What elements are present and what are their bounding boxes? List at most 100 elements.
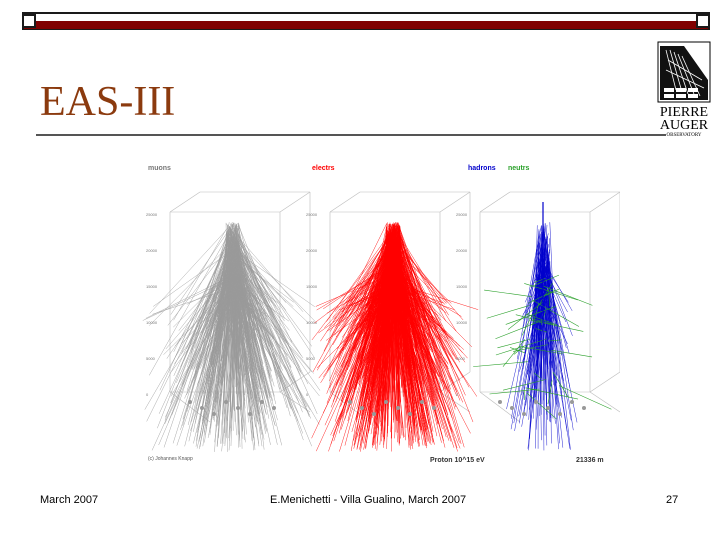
ground-detector-dot: [272, 406, 276, 410]
particle-track: [182, 229, 234, 426]
particle-track-neutral: [530, 319, 584, 332]
particle-track: [390, 276, 454, 339]
particle-track: [395, 250, 447, 412]
particle-track-neutral: [513, 344, 548, 352]
particle-track: [399, 289, 423, 353]
particle-track-neutral: [484, 289, 532, 297]
particle-track: [159, 223, 238, 391]
particle-track: [167, 234, 239, 326]
ground-detector-dot: [582, 406, 586, 410]
panels-group: 25000 20000 15000 10000 5000 0 25000 20000 15000…: [142, 191, 621, 452]
particle-track: [359, 263, 398, 372]
panel-frame-edge: [479, 191, 511, 213]
particle-track: [239, 237, 293, 343]
particle-track-neutral: [495, 320, 543, 340]
panel-frame-edge: [439, 391, 471, 413]
panel-frame-edge: [279, 191, 311, 213]
particle-track: [157, 240, 231, 429]
particle-track: [335, 255, 387, 402]
particle-track: [340, 250, 399, 398]
particle-track: [235, 233, 304, 312]
particle-track-neutral: [535, 328, 547, 333]
particle-track: [386, 253, 421, 382]
panel-label-muons: muons: [148, 165, 171, 172]
particle-track: [236, 224, 243, 449]
particle-track: [395, 234, 448, 336]
particle-track: [216, 253, 238, 358]
particle-track: [236, 278, 278, 421]
particle-track: [229, 290, 246, 443]
particle-track: [195, 253, 227, 411]
particle-track: [523, 279, 542, 415]
particle-track-neutral: [543, 285, 593, 306]
air-shower-svg: muons electrs hadrons neutrs 25000 20000 1…: [142, 165, 621, 464]
z-tick-label: 15000: [146, 284, 158, 289]
particle-track: [395, 230, 435, 321]
particle-track: [227, 247, 293, 361]
particle-track: [237, 225, 280, 390]
logo-text-auger: AUGER: [659, 118, 709, 133]
particle-track: [209, 273, 230, 436]
particle-track: [318, 284, 387, 334]
particle-track: [536, 246, 568, 432]
particle-track-neutral: [502, 339, 526, 367]
particle-track: [233, 261, 240, 441]
particle-track: [373, 239, 392, 446]
particle-track: [316, 289, 397, 369]
particle-track-neutral: [489, 388, 540, 395]
ground-detector-dot: [212, 412, 216, 416]
ground-detector-dot: [384, 400, 388, 404]
particle-track-neutral: [547, 380, 553, 405]
particle-track-neutral: [509, 347, 525, 354]
auger-logo-mark-icon: [657, 41, 711, 103]
particle-track-neutral: [534, 372, 542, 379]
particle-track: [164, 266, 239, 424]
panel-label-neutrs: neutrs: [508, 165, 530, 172]
particle-track: [234, 238, 316, 322]
caption-extent: 21336 m: [576, 457, 604, 464]
caption-primary: Proton 10^15 eV: [430, 456, 485, 464]
particle-track: [234, 253, 252, 360]
particle-track: [233, 261, 290, 331]
z-tick-label: 5000: [146, 356, 156, 361]
particle-track: [149, 229, 232, 376]
top-decorative-bar: [22, 12, 710, 30]
particle-track-neutral: [473, 361, 528, 367]
particle-track: [340, 266, 390, 377]
particle-track: [173, 229, 227, 321]
particle-track: [232, 289, 240, 408]
particle-track-neutral: [548, 339, 562, 342]
particle-track: [172, 265, 229, 444]
particle-track-neutral: [548, 289, 550, 307]
particle-track: [524, 268, 541, 303]
particle-track: [528, 233, 541, 451]
ground-detector-dot: [372, 412, 376, 416]
particle-track-neutral: [527, 291, 553, 304]
shower-panel-hadrons: 25000 20000 15000 10000 5000 0: [456, 191, 621, 451]
particle-track: [334, 248, 399, 336]
z-tick-label: 20000: [146, 248, 158, 253]
particle-track: [335, 253, 387, 366]
particle-track: [186, 229, 232, 354]
particle-track-neutral: [526, 392, 557, 420]
particle-track: [395, 232, 401, 439]
z-tick-label: 0: [146, 392, 149, 397]
particle-track: [544, 288, 547, 356]
particle-track: [181, 233, 231, 354]
particle-track: [235, 274, 310, 416]
ground-detector-dot: [408, 412, 412, 416]
particle-track: [318, 282, 395, 379]
ground-detector-dot: [396, 406, 400, 410]
particle-track: [323, 265, 389, 310]
particle-track: [347, 252, 389, 394]
shower-panel-electrs: 25000 20000 15000 10000 5000 0: [306, 191, 479, 452]
particle-track: [394, 233, 458, 449]
particle-track: [540, 245, 578, 423]
particle-track: [149, 225, 231, 314]
panel-frame-edge: [589, 191, 621, 213]
particle-track: [510, 249, 545, 430]
top-bar-square-left: [22, 14, 36, 28]
ground-detector-dot: [360, 406, 364, 410]
particle-track: [337, 230, 390, 359]
particle-track: [399, 290, 409, 424]
